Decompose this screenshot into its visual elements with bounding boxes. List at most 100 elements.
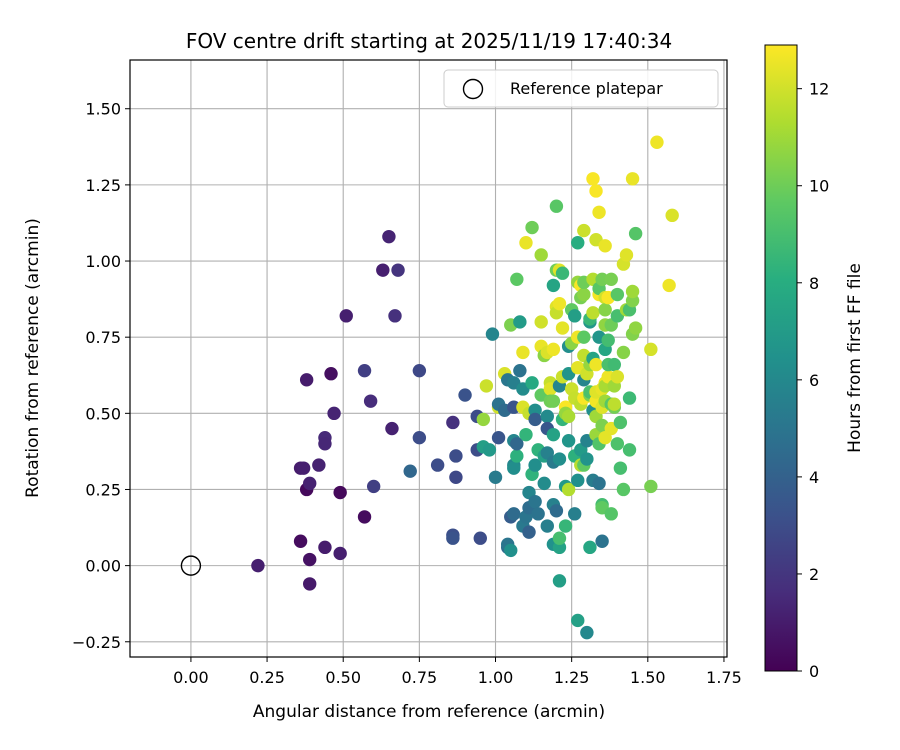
chart-title: FOV centre drift starting at 2025/11/19 … xyxy=(186,29,672,53)
y-axis-ticks: −0.25 0.00 0.25 0.50 0.75 1.00 1.25 1.50 xyxy=(72,100,130,652)
data-point xyxy=(458,388,472,402)
data-point xyxy=(546,342,561,357)
y-tick-label: 0.25 xyxy=(85,480,121,499)
y-tick-label: −0.25 xyxy=(72,633,121,652)
y-axis-label: Rotation from reference (arcmin) xyxy=(23,218,43,498)
scatter-points xyxy=(251,135,679,640)
data-point xyxy=(449,470,463,484)
data-point xyxy=(546,278,561,293)
data-point xyxy=(589,357,603,372)
data-point xyxy=(485,327,500,341)
data-point xyxy=(604,272,618,287)
data-point xyxy=(552,452,567,466)
data-point xyxy=(318,437,332,451)
data-point xyxy=(552,574,567,588)
data-point xyxy=(592,476,606,491)
data-point xyxy=(473,531,487,545)
x-tick-label: 1.25 xyxy=(554,668,590,687)
data-point xyxy=(303,577,317,591)
data-point xyxy=(519,236,533,250)
colorbar-tick-label: 12 xyxy=(809,80,829,99)
data-point xyxy=(580,625,594,640)
data-point xyxy=(363,394,378,408)
y-tick-label: 0.00 xyxy=(85,557,121,576)
plot-frame xyxy=(129,59,728,658)
data-point xyxy=(385,421,399,436)
data-point xyxy=(412,430,427,445)
data-point xyxy=(644,479,658,494)
data-point xyxy=(592,205,606,219)
data-point xyxy=(522,525,536,539)
data-point xyxy=(552,531,567,545)
data-point xyxy=(644,342,658,357)
data-point xyxy=(488,470,503,484)
data-point xyxy=(476,412,491,427)
data-point xyxy=(531,507,545,521)
y-tick-label: 1.50 xyxy=(85,100,121,119)
data-point xyxy=(555,321,570,335)
data-point xyxy=(327,406,341,421)
data-point xyxy=(577,330,591,344)
data-point xyxy=(525,220,539,235)
data-point xyxy=(491,430,506,445)
data-point xyxy=(324,367,338,381)
data-point xyxy=(586,172,600,186)
data-point xyxy=(333,546,347,561)
data-point xyxy=(430,458,445,472)
data-point xyxy=(388,309,402,323)
data-point xyxy=(583,540,597,555)
data-point xyxy=(561,409,576,424)
data-point xyxy=(391,263,405,277)
data-point xyxy=(382,229,396,244)
data-point xyxy=(528,458,542,472)
x-tick-label: 0.75 xyxy=(402,668,438,687)
data-point xyxy=(333,485,347,500)
data-point xyxy=(613,461,628,475)
data-point xyxy=(403,464,417,478)
data-point xyxy=(546,427,561,442)
data-point xyxy=(598,239,612,253)
x-axis-label: Angular distance from reference (arcmin) xyxy=(253,702,605,722)
colorbar-ticks: 0 2 4 6 8 10 12 xyxy=(797,80,829,681)
data-point xyxy=(446,415,460,430)
data-point xyxy=(625,284,640,299)
x-tick-label: 1.00 xyxy=(478,668,514,687)
data-point xyxy=(665,208,679,223)
data-point xyxy=(555,266,570,280)
data-point xyxy=(589,184,603,198)
data-point xyxy=(507,507,521,521)
data-point xyxy=(628,226,643,241)
data-point xyxy=(580,452,594,466)
data-point xyxy=(616,345,631,360)
data-point xyxy=(534,248,548,262)
reference-layer xyxy=(180,555,202,576)
data-point xyxy=(561,482,576,497)
data-point xyxy=(376,263,390,277)
data-point xyxy=(412,363,427,378)
y-tick-label: 0.50 xyxy=(85,404,121,423)
data-point xyxy=(449,449,463,463)
data-point xyxy=(604,507,618,521)
x-tick-label: 0.00 xyxy=(173,668,209,687)
colorbar-label: Hours from first FF file xyxy=(845,263,865,453)
data-point xyxy=(357,363,372,378)
data-point xyxy=(504,543,518,558)
data-point xyxy=(528,412,542,427)
data-point xyxy=(610,287,625,302)
data-point xyxy=(510,272,524,287)
data-point xyxy=(610,437,625,451)
colorbar-tick-label: 4 xyxy=(809,468,819,487)
y-tick-label: 1.25 xyxy=(85,176,121,195)
data-point xyxy=(571,613,585,628)
x-tick-label: 0.25 xyxy=(249,668,285,687)
data-point xyxy=(537,476,551,491)
data-point xyxy=(549,504,564,518)
data-point xyxy=(482,443,497,457)
grid xyxy=(130,60,727,657)
data-point xyxy=(525,376,539,390)
data-point xyxy=(479,379,494,393)
data-point xyxy=(534,315,548,329)
y-tick-label: 1.00 xyxy=(85,252,121,271)
data-point xyxy=(598,303,612,317)
